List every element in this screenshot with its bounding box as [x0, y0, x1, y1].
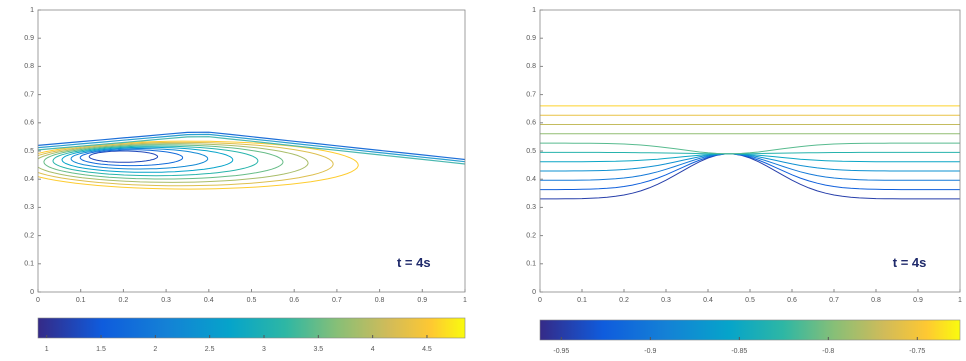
y-tick-label: 0.6: [24, 120, 34, 127]
interface-line: [38, 131, 465, 161]
plot-frame: [539, 9, 961, 293]
colorbar-tick-label: 2.5: [205, 346, 215, 353]
y-tick-label: 0.5: [24, 148, 34, 155]
colorbar-tick-label: 4: [371, 346, 375, 353]
y-tick-label: 0.8: [24, 63, 34, 70]
x-tick-label: 0: [36, 297, 40, 304]
colorbar-tick-label: 2: [153, 346, 157, 353]
contour-line: [61, 146, 234, 173]
interface-line: [38, 133, 465, 163]
y-tick-label: 0.4: [24, 176, 34, 183]
x-tick-label: 0.8: [871, 297, 881, 304]
y-tick-label: 0.3: [526, 204, 536, 211]
x-tick-label: 0.3: [161, 297, 171, 304]
y-tick-label: 0.1: [24, 261, 34, 268]
contour-line: [70, 148, 209, 170]
x-tick-label: 0.4: [204, 297, 214, 304]
x-tick-label: 0.8: [375, 297, 385, 304]
y-tick-label: 0: [30, 289, 34, 296]
chart-panel: 0 0.1 0.2 0.3 0.4 0.5 0.6 0.7 0.8 0.9 1 0 0.1 0.2 0.3 0…: [24, 7, 467, 353]
colorbar: [539, 319, 961, 341]
colorbar-tick-label: 1.5: [96, 346, 106, 353]
annotation: t = 4s: [397, 255, 431, 270]
x-tick-label: 1: [958, 297, 962, 304]
y-tick-label: 0.5: [526, 148, 536, 155]
annotation: t = 4s: [893, 255, 927, 270]
colorbar-tick-label: -0.75: [909, 348, 925, 355]
contour-line: [540, 151, 960, 155]
y-tick-label: 0.2: [24, 232, 34, 239]
y-tick-label: 1: [532, 7, 536, 14]
x-tick-label: 0.1: [577, 297, 587, 304]
x-tick-label: 0.1: [76, 297, 86, 304]
contour-area: [38, 131, 465, 190]
y-tick-label: 0.4: [526, 176, 536, 183]
colorbar-tick-label: 1: [45, 346, 49, 353]
colorbar-tick-label: 3.5: [313, 346, 323, 353]
y-tick-label: 0.2: [526, 232, 536, 239]
chart-panel: 0 0.1 0.2 0.3 0.4 0.5 0.6 0.7 0.8 0.9 1 0 0.1 0.2 0.3 0…: [526, 7, 962, 355]
contour-line: [540, 153, 960, 191]
contour-line: [88, 150, 159, 163]
contour-area: [540, 105, 960, 200]
colorbar: [37, 317, 466, 339]
contour-line: [540, 153, 960, 200]
colorbar-tick-label: 4.5: [422, 346, 432, 353]
x-tick-label: 0.6: [289, 297, 299, 304]
y-tick-label: 0.7: [24, 91, 34, 98]
contour-line: [43, 144, 284, 180]
x-tick-label: 0.9: [913, 297, 923, 304]
x-tick-label: 0.5: [745, 297, 755, 304]
x-tick-label: 0.5: [247, 297, 257, 304]
x-tick-label: 0.6: [787, 297, 797, 304]
x-tick-label: 0.4: [703, 297, 713, 304]
contour-line: [79, 149, 184, 167]
x-tick-label: 0.3: [661, 297, 671, 304]
interface-line: [38, 136, 465, 165]
x-tick-label: 0.2: [119, 297, 129, 304]
y-tick-label: 1: [30, 7, 34, 14]
contour-group: [38, 140, 359, 190]
x-tick-label: 0.2: [619, 297, 629, 304]
contour-line: [38, 143, 309, 183]
y-tick-label: 0.7: [526, 91, 536, 98]
x-tick-label: 0.9: [417, 297, 427, 304]
contour-line: [540, 153, 960, 172]
y-tick-label: 0.1: [526, 261, 536, 268]
colorbar-tick-label: -0.8: [822, 348, 834, 355]
contour-line: [38, 140, 359, 190]
x-tick-label: 1: [463, 297, 467, 304]
contour-line: [540, 142, 960, 155]
contour-line: [38, 141, 334, 187]
y-tick-label: 0: [532, 289, 536, 296]
contour-line: [540, 153, 960, 163]
x-tick-label: 0.7: [829, 297, 839, 304]
contour-line: [540, 153, 960, 181]
x-tick-label: 0: [538, 297, 542, 304]
y-tick-label: 0.6: [526, 120, 536, 127]
colorbar-tick-label: -0.9: [644, 348, 656, 355]
colorbar-tick-label: -0.95: [553, 348, 569, 355]
x-tick-label: 0.7: [332, 297, 342, 304]
contour-line: [52, 145, 259, 177]
colorbar-tick-label: -0.85: [731, 348, 747, 355]
y-tick-label: 0.9: [24, 35, 34, 42]
y-tick-label: 0.8: [526, 63, 536, 70]
colorbar-tick-label: 3: [262, 346, 266, 353]
y-tick-label: 0.9: [526, 35, 536, 42]
y-tick-label: 0.3: [24, 204, 34, 211]
